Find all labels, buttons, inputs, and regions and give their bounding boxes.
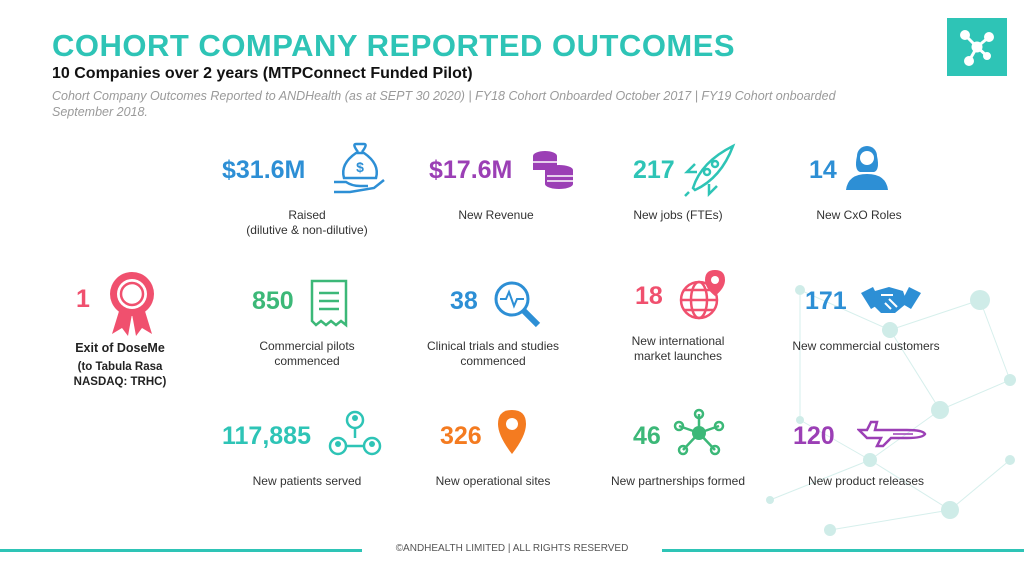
footer-divider-left: [0, 549, 362, 552]
magnifier-pulse-icon: [494, 281, 541, 328]
stat-value: 120: [793, 422, 835, 450]
location-pin-icon: [498, 410, 526, 454]
stat-customers: 171 New commercial customers: [771, 275, 961, 395]
stat-value: 326: [440, 422, 482, 450]
stat-value: 171: [805, 287, 847, 315]
footer-copyright: ©ANDHEALTH LIMITED | ALL RIGHTS RESERVED: [395, 543, 629, 554]
stat-value: 117,885: [222, 422, 311, 450]
stat-value: $31.6M: [222, 156, 306, 184]
stat-value: $17.6M: [429, 156, 513, 184]
person-icon: [846, 146, 888, 190]
stat-trials: 38 Clinical trials and studies commenced: [398, 275, 588, 395]
stat-value: 46: [633, 422, 661, 450]
logo: [947, 18, 1007, 76]
svg-text:$: $: [356, 159, 364, 175]
exit-detail: (to Tabula Rasa NASDAQ: TRHC): [73, 361, 167, 388]
handshake-icon: [861, 287, 921, 313]
stat-label: Raised (dilutive & non-dilutive): [246, 208, 368, 237]
airplane-icon: [857, 420, 927, 448]
award-ribbon-icon: [110, 272, 154, 336]
stat-label: New Revenue: [458, 208, 534, 222]
stat-market-launches: 18 New international market launches: [583, 268, 773, 388]
page-description: Cohort Company Outcomes Reported to ANDH…: [52, 89, 836, 119]
stat-label: Commercial pilots commenced: [259, 339, 355, 368]
stat-label: New partnerships formed: [610, 474, 746, 488]
stat-label: New international market launches: [631, 334, 725, 363]
coins-stack-icon: [533, 151, 573, 189]
receipt-icon: [310, 279, 348, 328]
stat-label: New product releases: [807, 474, 925, 488]
stat-label: New CxO Roles: [816, 208, 902, 222]
stat-jobs: 217 New jobs (FTEs): [583, 142, 773, 262]
stat-value: 850: [252, 287, 294, 315]
page-subtitle: 10 Companies over 2 years (MTPConnect Fu…: [52, 65, 473, 82]
money-bag-hand-icon: $: [334, 142, 385, 194]
stat-label: New jobs (FTEs): [633, 208, 723, 222]
stat-raised: $31.6M $ Raised (dilutive & non-dilutive…: [212, 142, 402, 262]
network-background: [766, 285, 1016, 536]
stat-label: Clinical trials and studies commenced: [426, 339, 560, 368]
stat-partnerships: 46 New partnerships formed: [583, 408, 773, 528]
stat-value: 18: [635, 282, 663, 310]
exit-value: 1: [76, 285, 90, 313]
stat-revenue: $17.6M New Revenue: [401, 142, 591, 262]
globe-pin-icon: [679, 270, 725, 320]
exit-label: Exit of DoseMe: [75, 341, 165, 355]
stat-sites: 326 New operational sites: [398, 408, 588, 528]
footer-divider-right: [662, 549, 1024, 552]
rocket-icon: [683, 143, 736, 198]
page-title: COHORT COMPANY REPORTED OUTCOMES: [52, 28, 736, 63]
stat-pilots: 850 Commercial pilots commenced: [212, 275, 402, 395]
stat-value: 217: [633, 156, 675, 184]
stat-product-releases: 120 New product releases: [771, 408, 961, 528]
stat-label: New operational sites: [435, 474, 551, 488]
stat-value: 38: [450, 287, 478, 315]
people-network-icon: [328, 410, 382, 456]
stat-value: 14: [809, 156, 837, 184]
hub-network-icon: [673, 408, 725, 456]
stat-label: New patients served: [252, 474, 362, 488]
network-node-icon: [960, 30, 994, 66]
stat-label: New commercial customers: [792, 339, 940, 353]
stat-patients: 117,885 New patients served: [212, 408, 402, 528]
stat-cxo: 14 New CxO Roles: [764, 142, 954, 262]
